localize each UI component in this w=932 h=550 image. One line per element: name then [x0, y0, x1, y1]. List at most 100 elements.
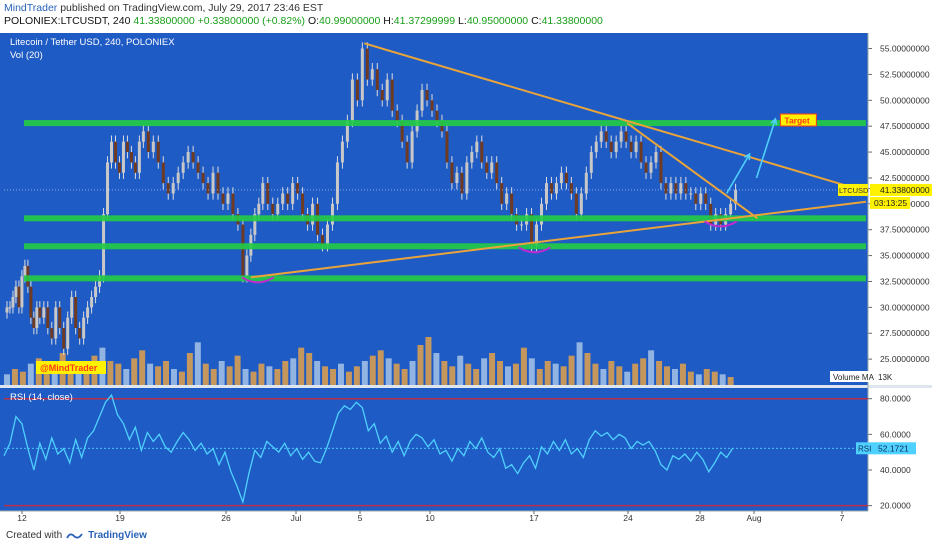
rsi-pane-background [0, 388, 868, 511]
candle-body [475, 141, 479, 153]
candle-body [276, 203, 280, 215]
candle-body [14, 286, 18, 297]
rsi-tick-label: 80.0000 [880, 394, 911, 404]
volume-bar [679, 363, 686, 385]
target-arrow [725, 153, 751, 194]
candle-body [445, 131, 449, 163]
candle-body [544, 183, 548, 204]
candle-body [46, 307, 50, 329]
time-tick-label: 5 [358, 513, 363, 523]
candle-body [689, 193, 693, 195]
candle-body [564, 172, 568, 184]
candle-body [460, 172, 464, 194]
candle-body [286, 193, 290, 204]
candle-body [559, 172, 563, 184]
candle-body [510, 193, 514, 215]
candle-body [253, 214, 257, 235]
countdown-box [870, 196, 910, 209]
candle-body [694, 193, 698, 204]
footer: Created with TradingView [6, 530, 147, 541]
candle-body [350, 79, 354, 121]
candle-body [410, 131, 414, 163]
candle-body [186, 152, 190, 163]
published-text: published on TradingView.com, July 29, 2… [60, 2, 324, 14]
volume-bar [194, 342, 201, 385]
candle-body [619, 131, 623, 142]
volume-bar [218, 361, 225, 385]
candle-body [554, 183, 558, 194]
volume-bar [202, 363, 209, 385]
volume-bar [512, 363, 519, 385]
volume-bar [139, 350, 146, 385]
volume-bar [170, 369, 177, 385]
candle-body [291, 183, 295, 204]
volume-bar [441, 361, 448, 385]
chart-frame[interactable]: 55.00000000 52.50000000 50.00000000 47.5000… [0, 31, 932, 526]
candle-body [38, 307, 42, 318]
volume-bar [592, 363, 599, 385]
volume-bar [282, 361, 289, 385]
volume-bar [290, 358, 297, 385]
candle-body [370, 69, 374, 80]
time-tick-label: 28 [695, 513, 705, 523]
candle-body [699, 193, 703, 204]
volume-bar [671, 369, 678, 385]
candle-body [634, 141, 638, 153]
volume-bar [433, 353, 440, 385]
candle-body [321, 234, 325, 246]
candle-body [629, 141, 633, 153]
candle-body [245, 255, 249, 277]
tradingview-brand[interactable]: TradingView [88, 530, 147, 541]
volume-bar [504, 366, 511, 385]
volume-bar [322, 366, 329, 385]
last-price-symbol: LTCUSDT [839, 186, 873, 195]
candle-body [684, 183, 688, 194]
candle-body [70, 297, 74, 318]
volume-indicator-label: Vol (20) [10, 50, 43, 61]
candle-body [380, 89, 384, 101]
candle-body [311, 203, 315, 225]
volume-bar [258, 363, 265, 385]
volume-bar [401, 369, 408, 385]
volume-bar [552, 363, 559, 385]
volume-bar [11, 369, 18, 385]
support-zone [24, 215, 866, 222]
price-tick-label: 27.50000000 [880, 328, 930, 338]
volume-bar [377, 350, 384, 385]
author-name[interactable]: MindTrader [4, 2, 58, 14]
candle-body [241, 224, 245, 277]
candle-body [490, 162, 494, 173]
volume-bar [481, 358, 488, 385]
pane-separator [0, 385, 932, 388]
candle-body [579, 193, 583, 215]
candle-body [181, 162, 185, 173]
price-tick-label: 45.00000000 [880, 147, 930, 157]
chart-canvas[interactable]: 55.00000000 52.50000000 50.00000000 47.5000… [0, 31, 932, 526]
candle-body [106, 162, 110, 215]
volume-bar [353, 366, 360, 385]
candle-body [734, 189, 738, 204]
candle-body [420, 89, 424, 111]
volume-bar [75, 371, 82, 385]
volume-bar [560, 366, 567, 385]
candle-body [480, 141, 484, 163]
candle-body [8, 307, 12, 309]
candle-body [440, 121, 444, 132]
candle-body [325, 224, 329, 246]
candle-body [355, 79, 359, 101]
target-label-box [779, 113, 817, 127]
candle-body [296, 183, 300, 194]
candle-body [520, 224, 524, 226]
candle-body [654, 152, 658, 163]
support-zone [24, 243, 866, 250]
candle-body [569, 183, 573, 194]
volume-bar [393, 363, 400, 385]
main-pane-background [0, 33, 868, 385]
volume-bar [687, 371, 694, 385]
candle-body [674, 183, 678, 194]
price-tick-label: 37.50000000 [880, 225, 930, 235]
candle-body [221, 193, 225, 204]
candle-body [664, 183, 668, 194]
volume-bar [330, 369, 337, 385]
